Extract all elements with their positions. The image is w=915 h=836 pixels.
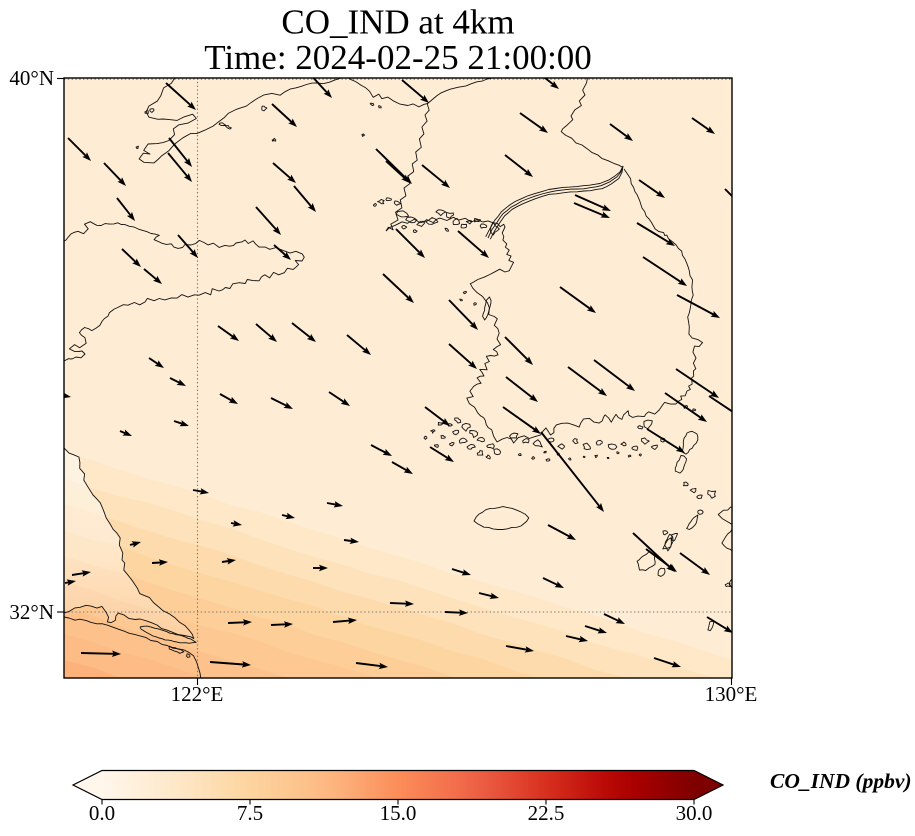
svg-text:30.0: 30.0 [676, 801, 713, 825]
svg-text:130°E: 130°E [705, 682, 758, 706]
svg-text:122°E: 122°E [171, 682, 224, 706]
svg-text:Time: 2024-02-25 21:00:00: Time: 2024-02-25 21:00:00 [204, 38, 592, 77]
svg-text:22.5: 22.5 [528, 801, 565, 825]
svg-text:7.5: 7.5 [237, 801, 263, 825]
svg-text:0.0: 0.0 [89, 801, 115, 825]
svg-text:CO_IND at 4km: CO_IND at 4km [281, 3, 514, 42]
svg-text:CO_IND (ppbv): CO_IND (ppbv) [770, 769, 912, 793]
svg-text:32°N: 32°N [9, 600, 54, 624]
svg-text:40°N: 40°N [9, 66, 54, 90]
svg-text:15.0: 15.0 [380, 801, 417, 825]
